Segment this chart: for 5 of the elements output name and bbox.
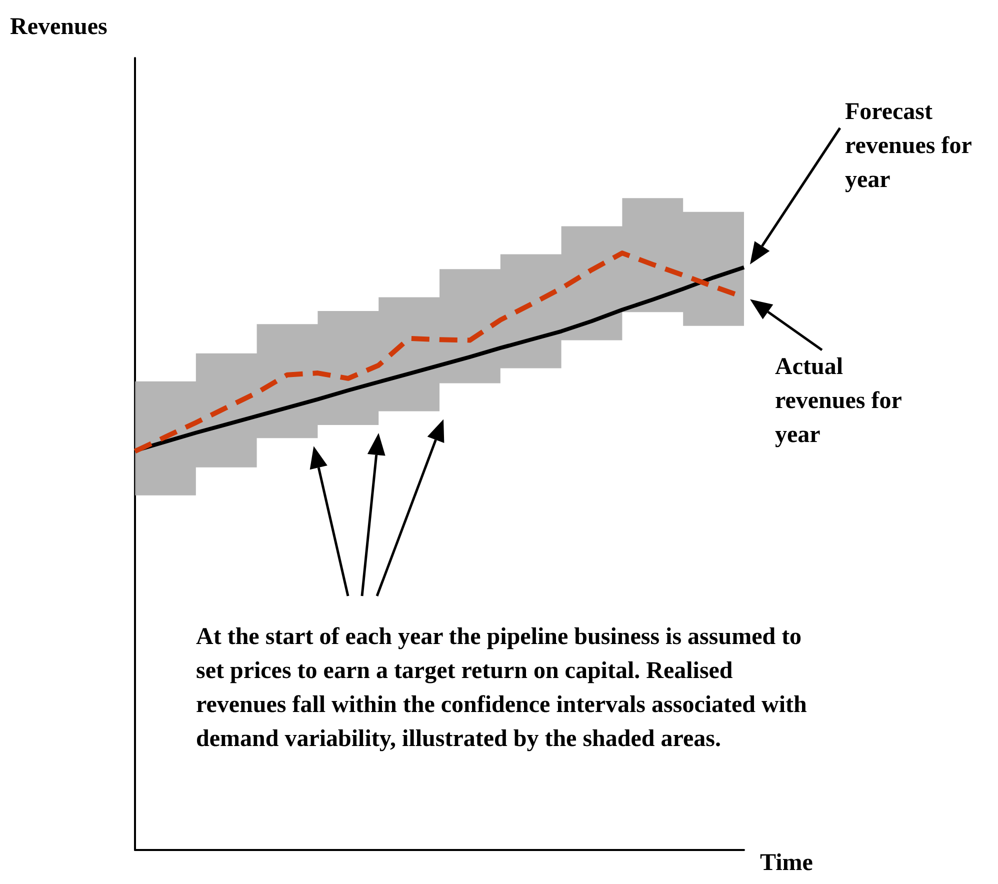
text: Actual revenues for year — [775, 353, 902, 450]
annotation: At the start of each year the pipeline business is assumed to set prices to earn a target return on capital. Realised revenues fall within the confidence intervals associated with demand variability, illustrated by the shaded areas. — [196, 623, 808, 754]
text: Revenues — [10, 13, 108, 42]
text: Forecast revenues for year — [845, 98, 972, 195]
x-axis-title: Time — [760, 849, 813, 878]
